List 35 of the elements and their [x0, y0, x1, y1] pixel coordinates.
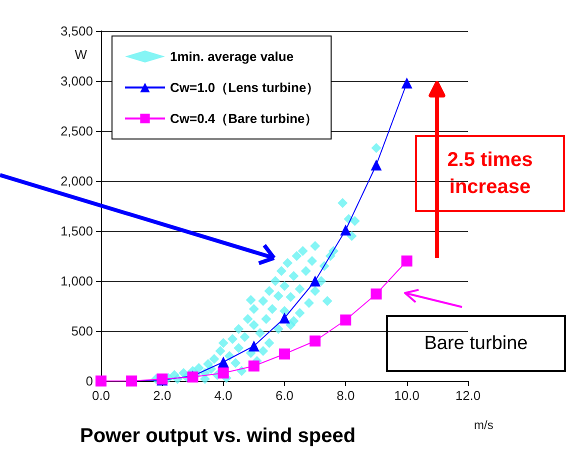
x-tick-label: 6.0: [275, 388, 294, 403]
point: [401, 78, 412, 88]
y-tick-label: 3,000: [60, 74, 93, 88]
y-tick-label: 0: [86, 374, 93, 388]
legend-label: 1min. average value: [170, 49, 294, 64]
legend-label: Cw=1.0（Lens turbine）: [170, 80, 320, 95]
point: [310, 276, 321, 286]
point: [279, 312, 290, 324]
point: [340, 314, 352, 326]
text: Power output vs. wind speed: [80, 425, 356, 447]
x-axis-title: m/s: [474, 418, 494, 432]
y-axis-title: W: [74, 47, 88, 62]
point: [370, 160, 382, 170]
point: [279, 348, 290, 360]
point: [218, 356, 229, 368]
x-tick-label: 2.0: [153, 388, 172, 403]
y-tick-label: 500: [71, 324, 93, 338]
point: [248, 340, 260, 352]
y-tick-label: 1,000: [60, 274, 93, 288]
point: [340, 224, 352, 236]
point: [248, 360, 260, 372]
x-tick-label: 12.0: [455, 388, 481, 403]
x-tick-label: 4.0: [214, 388, 232, 403]
x-tick-label: 10.0: [394, 388, 420, 403]
y-tick-label: 2,500: [60, 124, 93, 138]
x-tick-label: 0.0: [92, 388, 110, 403]
point: [370, 288, 382, 300]
x-tick-label: 8.0: [336, 388, 355, 403]
point: [310, 336, 321, 346]
y-tick-label: 2,000: [60, 174, 93, 188]
point: [401, 256, 412, 266]
y-tick-label: 3,500: [60, 24, 93, 38]
legend-label: Cw=0.4（Bare turbine）: [170, 111, 318, 126]
point: [218, 368, 229, 378]
y-tick-label: 1,500: [60, 224, 93, 238]
